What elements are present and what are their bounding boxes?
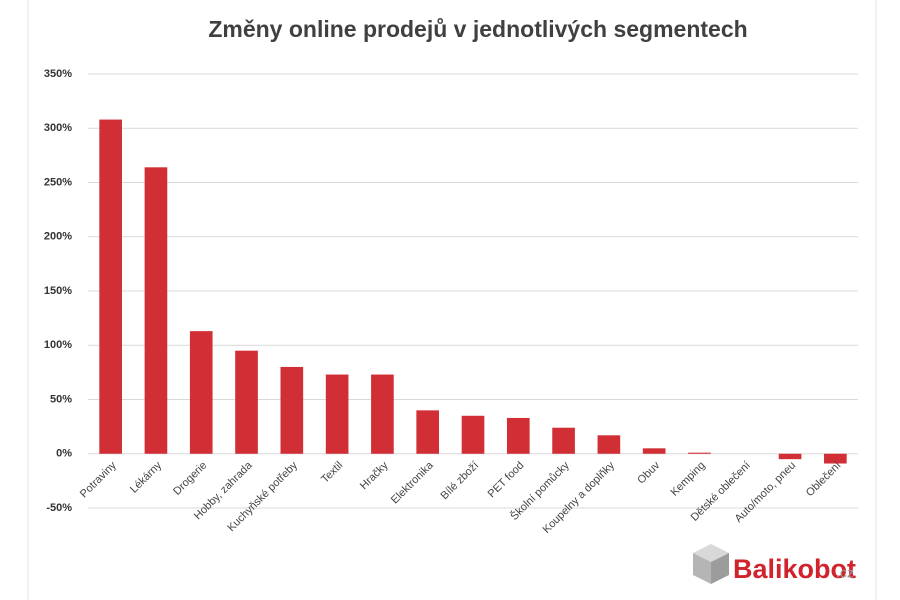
bar <box>461 415 485 454</box>
logo-suffix: .cz <box>836 565 854 581</box>
bar <box>688 452 711 454</box>
bar <box>371 374 394 454</box>
chart-title: Změny online prodejů v jednotlivých segm… <box>208 16 747 42</box>
x-tick-label: Bílé zboží <box>439 459 482 502</box>
y-tick-label: 250% <box>44 176 72 188</box>
y-tick-label: 0% <box>56 448 72 460</box>
x-tick-label: Elektronika <box>389 459 437 507</box>
bar <box>189 331 213 454</box>
bar <box>552 427 575 454</box>
x-tick-label: Drogerie <box>171 459 209 497</box>
bar <box>99 119 122 454</box>
y-tick-label: 200% <box>44 231 72 243</box>
bar <box>778 453 802 460</box>
x-tick-label: Obuv <box>635 459 662 486</box>
logo-cube-right <box>711 553 729 584</box>
y-tick-label: 50% <box>50 393 72 405</box>
bar <box>416 410 440 454</box>
y-tick-label: 100% <box>44 339 72 351</box>
logo: Balikobot .cz <box>693 544 856 584</box>
x-tick-label: Lékárny <box>128 459 165 496</box>
x-tick-label: Potraviny <box>78 459 119 500</box>
bar <box>144 167 168 454</box>
bar <box>597 435 621 454</box>
y-tick-label: 300% <box>44 122 72 134</box>
bar <box>325 374 349 454</box>
x-tick-label: Hračky <box>358 459 391 492</box>
y-tick-label: 350% <box>44 68 72 80</box>
bar <box>506 417 530 454</box>
bar <box>642 448 666 454</box>
bar <box>235 350 258 454</box>
x-tick-label: PET food <box>486 459 527 500</box>
x-tick-label: Oblečení <box>804 459 844 499</box>
bar <box>824 453 847 464</box>
x-tick-label: Textil <box>319 459 345 485</box>
y-tick-label: 150% <box>44 285 72 297</box>
x-tick-label: Kemping <box>668 459 707 498</box>
y-tick-label: -50% <box>46 502 72 514</box>
bar <box>280 366 304 454</box>
logo-name: Balikobot <box>733 554 856 584</box>
logo-cube-left <box>693 553 711 584</box>
